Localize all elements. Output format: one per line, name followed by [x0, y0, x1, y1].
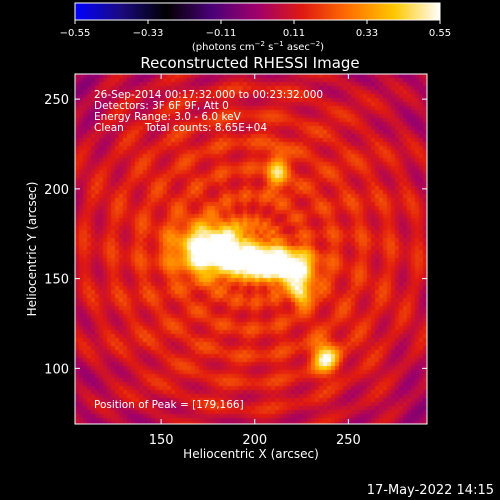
colorbar-gradient [74, 2, 441, 21]
colorbar-ticks: −0.55 −0.33 −0.11 0.11 0.33 0.55 [60, 20, 451, 39]
x-tick-label: 200 [242, 433, 267, 448]
plot-frame [74, 73, 428, 425]
peak-position-label: Position of Peak = [179,166] [94, 399, 244, 411]
time-range-label: 26-Sep-2014 00:17:32.000 to 00:23:32.000 [94, 89, 323, 101]
colorbar: −0.55 −0.33 −0.11 0.11 0.33 0.55 (photons cm−… [60, 2, 451, 53]
total-counts-label: Total counts: 8.65E+04 [144, 122, 267, 134]
chart-title: Reconstructed RHESSI Image [140, 54, 359, 72]
image-annotations: 26-Sep-2014 00:17:32.000 to 00:23:32.000… [94, 89, 323, 411]
colorbar-tick-label: −0.55 [60, 28, 91, 39]
x-axis-title: Heliocentric X (arcsec) [183, 447, 319, 461]
detectors-label: Detectors: 3F 6F 9F, Att 0 [94, 100, 229, 112]
y-tick-label: 150 [44, 273, 69, 288]
y-axis-title: Heliocentric Y (arcsec) [25, 182, 39, 317]
x-axis: 150 200 250 [149, 74, 361, 448]
colorbar-units: (photons cm−2 s−1 asec−2) [192, 40, 324, 53]
energy-range-label: Energy Range: 3.0 - 6.0 keV [94, 111, 242, 123]
timestamp: 17-May-2022 14:15 [367, 483, 494, 498]
y-axis: 100 150 200 250 [44, 93, 427, 377]
clean-label: Clean [94, 122, 124, 134]
x-tick-label: 250 [336, 433, 361, 448]
y-tick-label: 200 [44, 183, 69, 198]
colorbar-tick-label: 0.11 [283, 28, 305, 39]
colorbar-tick-label: 0.55 [429, 28, 451, 39]
colorbar-tick-label: −0.11 [206, 28, 237, 39]
y-tick-label: 250 [44, 93, 69, 108]
y-tick-label: 100 [44, 362, 69, 377]
x-tick-label: 150 [149, 433, 174, 448]
heatmap-image [75, 74, 427, 424]
colorbar-tick-label: 0.33 [356, 28, 378, 39]
colorbar-tick-label: −0.33 [133, 28, 164, 39]
